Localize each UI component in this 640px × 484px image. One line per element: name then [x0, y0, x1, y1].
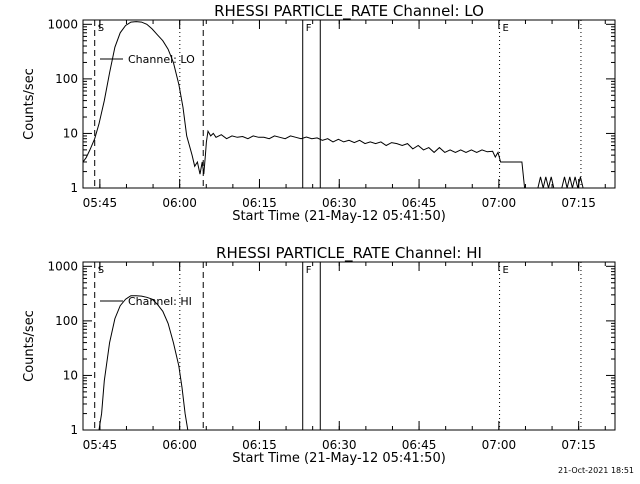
legend-label: Channel: LO: [128, 53, 195, 66]
y-tick-label: 1: [70, 181, 78, 195]
series-line: [82, 21, 526, 189]
plot-frame: [82, 19, 616, 189]
chart-panel-1: RHESSI PARTICLE_RATE Channel: LO 1 10 100 10…: [22, 2, 616, 224]
x-tick-label: 06:00: [162, 438, 197, 452]
event-marker-label: S: [98, 265, 104, 276]
series-line: [537, 176, 584, 189]
plot-frame: [82, 261, 616, 431]
x-tick-label: 06:30: [322, 196, 357, 210]
y-tick-label: 10: [63, 126, 78, 140]
x-tick-label: 06:30: [322, 438, 357, 452]
x-tick-label: 06:00: [162, 196, 197, 210]
x-tick-label: 07:00: [482, 196, 517, 210]
y-tick-label: 1: [70, 423, 78, 437]
x-tick-label: 07:15: [561, 196, 596, 210]
y-axis-label: Counts/sec: [22, 310, 37, 382]
y-tick-label: 100: [55, 72, 78, 86]
event-marker-label: E: [503, 23, 509, 34]
event-marker-label: S: [98, 23, 104, 34]
series-line: [98, 295, 189, 431]
y-tick-label: 1000: [47, 17, 78, 31]
y-tick-label: 10: [63, 368, 78, 382]
x-tick-label: 06:15: [242, 438, 277, 452]
chart-title: RHESSI PARTICLE_RATE Channel: HI: [216, 244, 482, 263]
x-tick-label: 07:15: [561, 438, 596, 452]
event-marker-label: F: [306, 265, 312, 276]
x-tick-label: 06:45: [402, 196, 437, 210]
y-tick-label: 1000: [47, 259, 78, 273]
chart-title: RHESSI PARTICLE_RATE Channel: LO: [214, 2, 484, 21]
x-tick-label: 05:45: [83, 196, 118, 210]
timestamp-label: 21-Oct-2021 18:51: [558, 466, 634, 475]
y-tick-label: 100: [55, 314, 78, 328]
y-axis-label: Counts/sec: [22, 68, 37, 140]
chart-panel-2: RHESSI PARTICLE_RATE Channel: HI 1 10 100 10…: [22, 244, 616, 466]
x-axis-label: Start Time (21-May-12 05:41:50): [232, 209, 446, 224]
x-tick-label: 06:45: [402, 438, 437, 452]
x-axis-label: Start Time (21-May-12 05:41:50): [232, 451, 446, 466]
x-tick-label: 07:00: [482, 438, 517, 452]
x-tick-label: 05:45: [83, 438, 118, 452]
event-marker-label: F: [306, 23, 312, 34]
event-marker-label: E: [503, 265, 509, 276]
legend-label: Channel: HI: [128, 295, 192, 308]
x-tick-label: 06:15: [242, 196, 277, 210]
